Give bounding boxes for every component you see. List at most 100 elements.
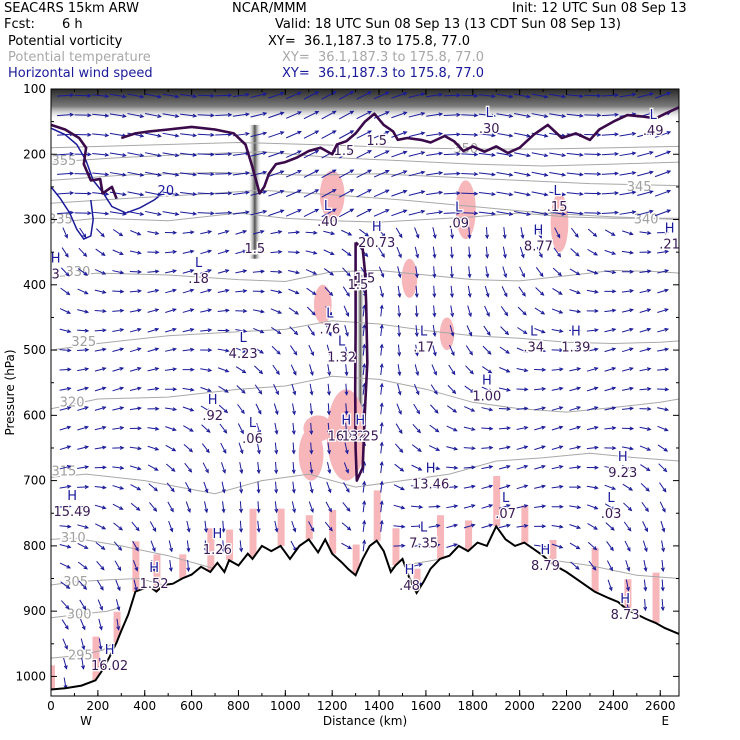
wind-vector: [131, 521, 140, 531]
wind-vector: [657, 368, 669, 371]
wind-vector-head: [277, 310, 283, 314]
wind-vector: [373, 170, 389, 178]
wind-vector-head: [575, 271, 581, 276]
wind-vector-head: [415, 253, 420, 259]
wind-vector: [200, 368, 212, 372]
wind-vector-head: [575, 545, 581, 550]
wind-vector-head: [594, 386, 599, 391]
wind-vector: [519, 266, 525, 277]
y-tick-label-1000: 1000: [15, 669, 46, 683]
wind-vector: [426, 113, 443, 117]
wind-vector-head: [364, 232, 370, 237]
wind-vector-head: [594, 367, 599, 371]
extremum-value-23: 7.35: [409, 536, 438, 551]
low-pv-region-4: [298, 428, 324, 481]
wind-vector: [59, 562, 71, 569]
wind-vector-head: [66, 425, 72, 430]
x-axis-title: Distance (km): [323, 714, 407, 728]
wind-vector: [165, 308, 176, 314]
wind-vector: [566, 211, 583, 215]
wind-vector: [393, 504, 405, 509]
wind-vector: [415, 324, 418, 337]
wind-vector: [534, 348, 546, 352]
x-tick-label-400: 400: [133, 699, 156, 713]
wind-vector: [426, 93, 443, 98]
wind-vector-head: [100, 566, 105, 571]
wind-vector-head: [611, 251, 617, 255]
wind-vector: [496, 211, 513, 215]
wind-vector-head: [84, 425, 90, 430]
wind-vector-head: [347, 252, 352, 257]
wind-vector-head: [223, 429, 228, 434]
wind-vector: [604, 270, 616, 274]
wind-vector: [586, 269, 598, 275]
wind-vector: [132, 540, 139, 551]
wind-vector-head: [576, 525, 581, 530]
wind-vector: [112, 290, 124, 293]
wind-vector-head: [594, 485, 599, 490]
wind-vector: [92, 133, 109, 137]
wind-vector-head: [627, 507, 633, 512]
wind-vector-head: [256, 469, 261, 475]
wind-vector: [654, 131, 671, 138]
wind-vector: [637, 92, 653, 99]
wind-vector: [587, 541, 597, 550]
wind-vector-head: [139, 212, 145, 216]
wind-vector-head: [543, 212, 549, 216]
wind-vector: [356, 91, 372, 100]
wind-vector: [463, 426, 475, 431]
wind-vector: [94, 406, 106, 411]
wind-vector: [237, 404, 245, 414]
wind-vector: [96, 560, 105, 570]
wind-vector: [639, 308, 651, 313]
wind-vector-head: [187, 508, 191, 513]
wind-vector: [450, 246, 453, 258]
wind-vector: [144, 152, 161, 157]
wind-vector-head: [245, 210, 250, 215]
wind-vector-head: [576, 309, 582, 314]
wind-vector: [654, 151, 671, 158]
wind-vector-head: [279, 150, 285, 155]
wind-vector: [463, 466, 475, 469]
wind-vector: [443, 172, 460, 175]
wind-vector-head: [239, 469, 244, 475]
extremum-value-25: 8.79: [531, 559, 560, 574]
wind-vector-head: [119, 485, 125, 490]
wind-vector: [481, 466, 493, 470]
wind-vector: [500, 306, 508, 316]
wind-vector: [289, 326, 298, 335]
wind-vector: [112, 485, 124, 490]
wind-vector: [250, 210, 267, 216]
wind-vector-head: [611, 466, 617, 470]
wind-vector: [129, 290, 141, 293]
wind-vector: [112, 309, 124, 312]
wind-vector-head: [649, 170, 654, 175]
wind-vector-head: [66, 564, 72, 569]
wind-vector: [63, 677, 67, 689]
wind-vector: [621, 387, 633, 391]
wind-vector: [182, 269, 194, 274]
wind-vector-head: [171, 467, 176, 472]
wind-vector-head: [82, 585, 88, 590]
wind-vector: [657, 444, 668, 452]
wind-vector: [306, 306, 316, 316]
extremum-value-31: .48: [399, 579, 420, 594]
wind-vector-head: [664, 387, 670, 392]
wind-vector: [464, 406, 475, 412]
wind-vector-head: [227, 171, 233, 176]
wind-vector: [285, 209, 302, 217]
wind-vector: [428, 465, 440, 470]
wind-vector: [272, 364, 280, 375]
wind-vector-head: [172, 249, 178, 254]
wind-vector-head: [122, 211, 127, 216]
wind-vector: [621, 446, 633, 450]
wind-vector: [79, 599, 86, 610]
wind-vector-head: [397, 293, 402, 298]
wind-vector-head: [66, 465, 72, 469]
isentrope-label-310: 310: [61, 531, 86, 546]
wind-vector-head: [207, 230, 213, 234]
wind-vector-head: [611, 486, 617, 490]
wind-vector-head: [189, 427, 194, 432]
wind-vector-head: [467, 273, 472, 279]
wind-vector: [197, 153, 214, 156]
